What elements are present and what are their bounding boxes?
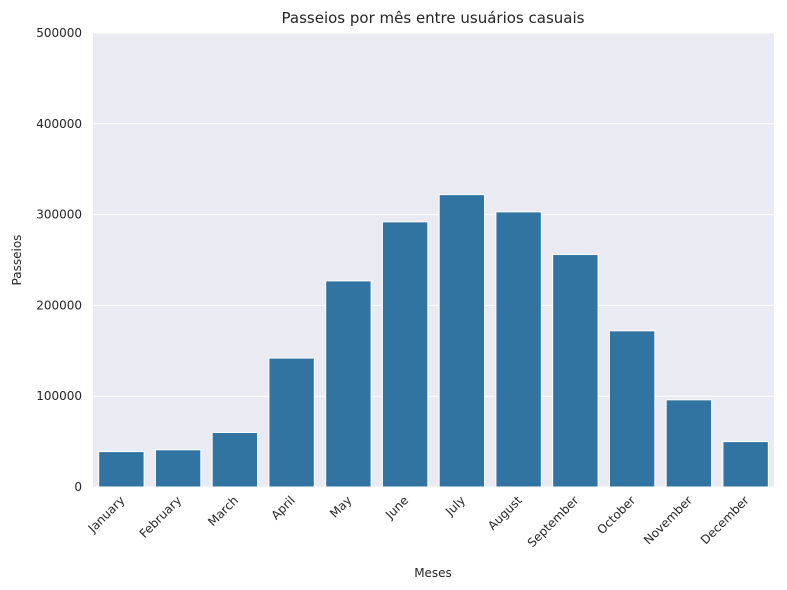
x-tick-labels: January February March April May June July Augu… bbox=[85, 493, 752, 550]
y-tick-labels: 0 100000 200000 300000 400000 500000 bbox=[36, 26, 82, 494]
x-tick-label-january: January bbox=[85, 493, 128, 536]
x-tick-label-november: November bbox=[641, 493, 695, 547]
y-axis-label: Passeios bbox=[10, 235, 24, 286]
x-tick-label-october: October bbox=[594, 493, 638, 537]
bar-january bbox=[98, 451, 145, 488]
bar-july bbox=[438, 194, 486, 488]
x-axis-label: Meses bbox=[414, 566, 452, 580]
x-tick-label-august: August bbox=[485, 493, 525, 533]
y-tick-label: 0 bbox=[74, 480, 82, 494]
bar-march bbox=[211, 432, 259, 488]
chart-title: Passeios por mês entre usuários casuais bbox=[282, 9, 585, 27]
y-tick-label: 500000 bbox=[36, 26, 82, 40]
bar-may bbox=[325, 280, 372, 488]
bars bbox=[98, 194, 769, 488]
y-tick-label: 200000 bbox=[36, 298, 82, 312]
grid-lines bbox=[93, 32, 774, 488]
bar-april bbox=[268, 357, 315, 488]
bar-december bbox=[722, 441, 769, 488]
bar-june bbox=[381, 221, 429, 488]
x-tick-label-december: December bbox=[698, 493, 752, 547]
x-tick-label-april: April bbox=[268, 493, 297, 522]
x-tick-label-september: September bbox=[525, 493, 582, 550]
x-tick-label-march: March bbox=[205, 493, 241, 529]
y-tick-label: 300000 bbox=[36, 208, 82, 222]
x-tick-label-july: July bbox=[442, 493, 468, 519]
plot-area bbox=[93, 33, 774, 487]
bar-august bbox=[495, 211, 542, 488]
y-tick-label: 400000 bbox=[36, 117, 82, 131]
bar-november bbox=[665, 399, 713, 488]
bar-february bbox=[154, 449, 202, 488]
bar-october bbox=[608, 330, 656, 488]
x-tick-label-may: May bbox=[327, 493, 354, 520]
x-tick-label-june: June bbox=[382, 493, 411, 522]
x-tick-label-february: February bbox=[137, 493, 185, 541]
y-tick-label: 100000 bbox=[36, 389, 82, 403]
bar-september bbox=[552, 254, 599, 488]
